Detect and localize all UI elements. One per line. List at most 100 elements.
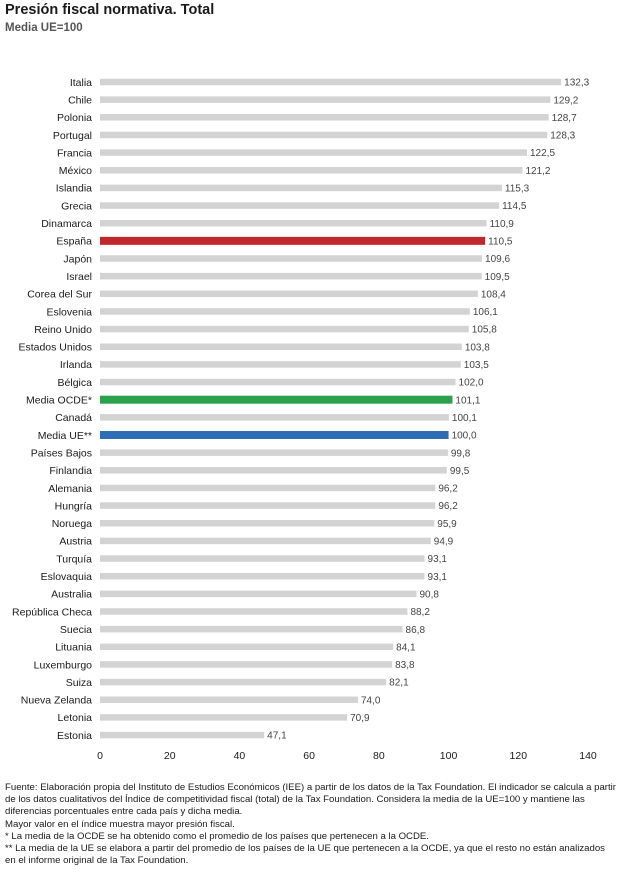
category-label-austria: Austria [59, 536, 92, 548]
value-label-media-ocde: 101,1 [455, 395, 480, 406]
value-label-reino-unido: 105,8 [472, 325, 497, 336]
bar-alemania [100, 484, 436, 492]
bar-noruega [100, 520, 435, 527]
category-label-chile: Chile [68, 94, 92, 106]
category-label-media-ocde: Media OCDE* [26, 395, 92, 407]
value-label-canada: 100,1 [452, 413, 477, 424]
bar-eslovenia [100, 308, 470, 315]
bar-belgica [100, 378, 456, 386]
footnotes: Fuente: Elaboración propia del Instituto… [5, 782, 617, 867]
value-label-grecia: 114,5 [502, 201, 527, 212]
bar-espana [100, 236, 486, 245]
bar-suecia [100, 625, 403, 633]
bar-japon [100, 255, 483, 262]
x-tick-20: 20 [164, 750, 176, 762]
bar-media-ue [100, 431, 449, 439]
x-tick-80: 80 [373, 750, 385, 762]
bar-turquia [100, 555, 425, 562]
value-label-media-ue: 100,0 [452, 431, 477, 442]
category-label-alemania: Alemania [48, 483, 92, 495]
x-tick-100: 100 [440, 750, 458, 762]
value-label-paises-bajos: 99,8 [451, 448, 471, 459]
value-label-eslovenia: 106,1 [473, 307, 498, 318]
x-tick-40: 40 [234, 750, 246, 762]
bar-islandia [100, 184, 502, 192]
category-label-reino-unido: Reino Unido [34, 324, 92, 336]
category-label-espana: España [56, 236, 92, 248]
value-label-noruega: 95,9 [437, 519, 457, 530]
bar-finlandia [100, 467, 447, 474]
category-label-corea-del-sur: Corea del Sur [27, 289, 92, 301]
category-label-dinamarca: Dinamarca [41, 218, 92, 230]
value-label-suecia: 86,8 [406, 625, 426, 636]
category-label-letonia: Letonia [58, 712, 93, 724]
value-label-corea-del-sur: 108,4 [481, 289, 506, 300]
category-label-italia: Italia [70, 77, 92, 89]
category-label-republica-checa: República Checa [12, 606, 92, 618]
chart-title: Presión fiscal normativa. Total [5, 2, 215, 18]
footnote-oecd: * La media de la OCDE se ha obtenido com… [5, 830, 429, 842]
bar-paises-bajos [100, 449, 448, 456]
value-label-italia: 132,3 [564, 78, 589, 89]
x-tick-120: 120 [510, 750, 528, 762]
value-label-luxemburgo: 83,8 [395, 660, 415, 671]
value-label-espana: 110,5 [488, 236, 513, 247]
category-label-canada: Canadá [55, 412, 92, 424]
bar-australia [100, 590, 417, 598]
value-label-estados-unidos: 103,8 [465, 342, 490, 353]
value-label-islandia: 115,3 [505, 184, 530, 195]
footnote-eu: ** La media de la UE se elabora a partir… [5, 843, 605, 867]
category-label-finlandia: Finlandia [49, 465, 92, 477]
value-label-letonia: 70,9 [350, 713, 370, 724]
bar-reino-unido [100, 325, 469, 333]
category-label-irlanda: Irlanda [60, 359, 92, 371]
category-label-eslovaquia: Eslovaquia [41, 571, 93, 583]
category-label-belgica: Bélgica [58, 377, 93, 389]
value-label-irlanda: 103,5 [464, 360, 489, 371]
x-tick-0: 0 [97, 750, 103, 762]
category-label-luxemburgo: Luxemburgo [34, 659, 93, 671]
bar-hungria [100, 502, 436, 509]
category-label-eslovenia: Eslovenia [46, 306, 92, 318]
category-label-estados-unidos: Estados Unidos [18, 342, 92, 354]
category-label-paises-bajos: Países Bajos [31, 447, 92, 459]
category-label-lituania: Lituania [55, 642, 92, 654]
value-label-nueva-zelanda: 74,0 [361, 695, 381, 706]
category-label-israel: Israel [66, 271, 92, 283]
bar-austria [100, 537, 431, 545]
bar-lituania [100, 643, 394, 651]
category-label-suecia: Suecia [60, 624, 92, 636]
value-label-turquia: 93,1 [428, 554, 448, 565]
bar-letonia [100, 714, 348, 721]
bar-canada [100, 414, 449, 421]
bar-suiza [100, 678, 387, 686]
value-label-australia: 90,8 [420, 589, 440, 600]
category-label-estonia: Estonia [57, 730, 92, 742]
category-label-japon: Japón [63, 253, 92, 265]
bar-irlanda [100, 361, 461, 368]
value-label-dinamarca: 110,9 [490, 219, 515, 230]
bar-francia [100, 149, 527, 156]
category-label-francia: Francia [57, 147, 92, 159]
value-label-austria: 94,9 [434, 537, 454, 548]
bar-italia [100, 78, 562, 86]
category-label-portugal: Portugal [53, 130, 92, 142]
bar-portugal [100, 131, 548, 139]
value-label-portugal: 128,3 [550, 131, 575, 142]
bar-republica-checa [100, 608, 408, 615]
footnote-source: Fuente: Elaboración propia del Instituto… [5, 782, 616, 818]
value-label-hungria: 96,2 [438, 501, 458, 512]
value-label-republica-checa: 88,2 [410, 607, 430, 618]
bar-polonia [100, 114, 549, 121]
bar-mexico [100, 167, 523, 174]
bar-eslovaquia [100, 572, 425, 580]
category-label-noruega: Noruega [52, 518, 92, 530]
value-label-suiza: 82,1 [389, 678, 409, 689]
value-label-belgica: 102,0 [459, 378, 484, 389]
bar-grecia [100, 202, 500, 209]
category-label-grecia: Grecia [61, 200, 92, 212]
bar-chart: Italia 132,3 Chile 129,2 Polonia 128,7 Portuga… [12, 77, 597, 762]
x-tick-60: 60 [303, 750, 315, 762]
bar-israel [100, 272, 482, 280]
value-label-eslovaquia: 93,1 [428, 572, 448, 583]
